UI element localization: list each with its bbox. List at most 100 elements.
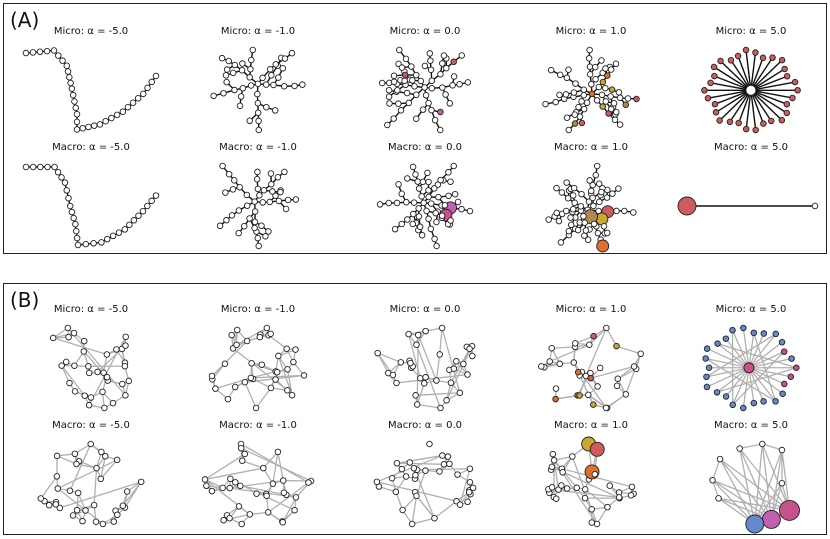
graph-node (783, 72, 791, 80)
graph-title: Macro: α = -5.0 (52, 420, 130, 431)
graph-edge (750, 81, 796, 91)
graph-node (412, 392, 419, 399)
network-graph (702, 324, 800, 412)
graph-node (385, 86, 393, 94)
graph-title: Micro: α = 0.0 (389, 304, 461, 315)
graph-node (390, 72, 398, 80)
graph-node (456, 81, 463, 88)
graph-node (49, 334, 57, 342)
graph-node (80, 348, 88, 355)
graph-node (787, 373, 795, 380)
graph-node (102, 452, 109, 460)
graph-node (565, 227, 573, 235)
graph-node (53, 473, 61, 480)
graph-edge (748, 341, 783, 369)
graph-node (376, 201, 384, 208)
graph-node (299, 81, 306, 88)
graph-node (85, 369, 93, 377)
graph-node (71, 450, 79, 458)
graph-node (412, 71, 420, 79)
graph-node (69, 512, 77, 519)
graph-node (255, 126, 263, 134)
graph-edge (748, 367, 777, 402)
graph-title: Macro: α = 0.0 (387, 142, 463, 153)
graph-node (592, 171, 600, 179)
graph-title: Micro: α = 0.0 (389, 26, 461, 37)
graph-node (56, 504, 64, 512)
graph-node (447, 217, 454, 224)
graph-node (734, 52, 742, 60)
graph-node (552, 385, 560, 392)
network-graph (208, 324, 308, 412)
graph-node (613, 382, 621, 390)
graph-node (428, 84, 436, 92)
graph-node (417, 77, 425, 85)
graph-node (300, 372, 308, 379)
network-graph (677, 196, 819, 216)
graph-edge (445, 345, 473, 401)
graph-node (630, 209, 637, 216)
graph-node (571, 199, 578, 207)
graph-node (254, 80, 262, 88)
graph-node (212, 385, 219, 392)
graph-node (578, 190, 585, 198)
graph-edge (76, 463, 97, 469)
graph-edge (415, 495, 435, 519)
graph-node (220, 89, 227, 97)
graph-node (611, 116, 619, 124)
graph-node (593, 162, 601, 170)
graph-node (103, 373, 111, 381)
graph-node (588, 506, 595, 513)
graph-node (36, 48, 44, 56)
graph-node (439, 452, 446, 459)
graph-edge (706, 333, 777, 378)
graph-node (587, 374, 594, 382)
graph-node (711, 72, 718, 80)
graph-node (437, 176, 444, 184)
graph-node (750, 329, 758, 337)
graph-node (637, 350, 644, 358)
graph-edge (100, 456, 106, 479)
graph-node (409, 163, 417, 171)
graph-node (581, 494, 589, 502)
graph-node (779, 390, 786, 397)
graph-node (274, 174, 282, 181)
graph-node (390, 115, 397, 122)
graph-node (98, 239, 105, 246)
graph-node (255, 117, 262, 125)
graph-node (413, 401, 421, 408)
graph-edge (715, 89, 752, 113)
graph-node (92, 518, 100, 525)
graph-node (223, 66, 231, 73)
graph-node (590, 202, 597, 210)
graph-node (221, 360, 229, 367)
graph-node (397, 107, 405, 114)
network-graph (22, 47, 160, 133)
graph-node (63, 187, 70, 194)
graph-node (743, 362, 755, 374)
graph-edge (706, 367, 750, 388)
graph-node (134, 95, 142, 102)
graph-node (251, 224, 258, 232)
graph-node (218, 54, 226, 62)
graph-node (574, 368, 582, 376)
graph-node (421, 62, 429, 70)
graph-node (85, 123, 92, 131)
graph-node (630, 363, 638, 370)
graph-node (575, 103, 582, 111)
graph-node (592, 76, 599, 83)
graph-node (612, 60, 620, 68)
graph-edge (748, 357, 792, 369)
graph-node (553, 209, 561, 217)
graph-cell: Micro: α = -5.0 (16, 26, 166, 133)
graph-node (454, 471, 461, 478)
graph-node (602, 98, 610, 105)
graph-node (222, 72, 230, 79)
graph-node (422, 467, 429, 474)
graph-node (66, 74, 73, 81)
graph-node (557, 239, 565, 246)
graph-edge (729, 89, 752, 123)
graph-node (251, 208, 259, 215)
graph-edge (750, 89, 788, 114)
graph-node (760, 398, 767, 405)
